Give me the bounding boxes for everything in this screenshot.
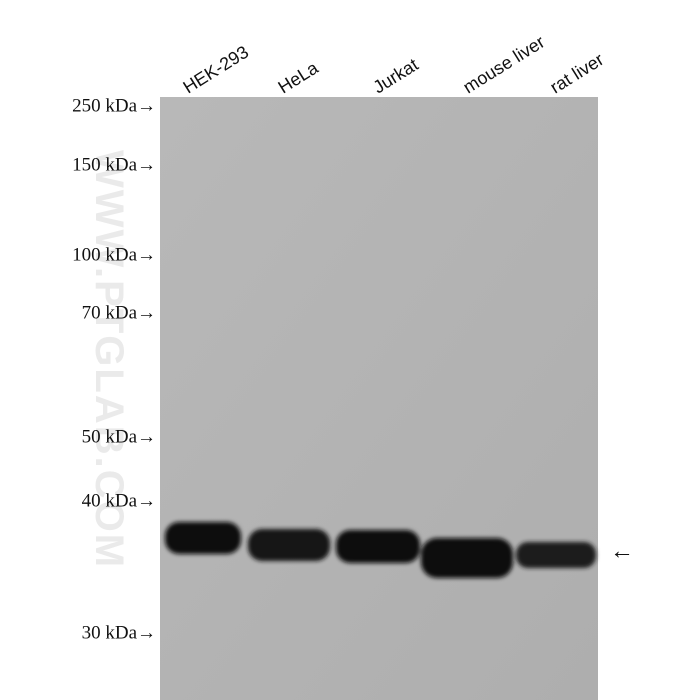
marker-label: 50 kDa→: [82, 426, 156, 447]
marker-label: 40 kDa→: [82, 490, 156, 511]
band: [516, 542, 596, 568]
marker-label: 250 kDa→: [72, 95, 156, 116]
band: [421, 538, 513, 578]
marker-label: 70 kDa→: [82, 302, 156, 323]
marker-label: 100 kDa→: [72, 244, 156, 265]
bands: [165, 522, 596, 578]
marker-label: 150 kDa→: [72, 154, 156, 175]
lane-label: HeLa: [275, 57, 323, 97]
blot-membrane: [160, 97, 598, 700]
lane-label: mouse liver: [460, 32, 549, 98]
lane-label: Jurkat: [370, 54, 422, 97]
marker-label: 30 kDa→: [82, 622, 156, 643]
band: [336, 530, 420, 563]
watermark: WWW.PTGLAB.COM: [87, 150, 131, 569]
lane-label: rat liver: [547, 49, 608, 97]
band-arrow: ←: [610, 539, 634, 565]
lane-label: HEK-293: [180, 42, 253, 98]
band: [165, 522, 241, 554]
band: [248, 529, 330, 561]
